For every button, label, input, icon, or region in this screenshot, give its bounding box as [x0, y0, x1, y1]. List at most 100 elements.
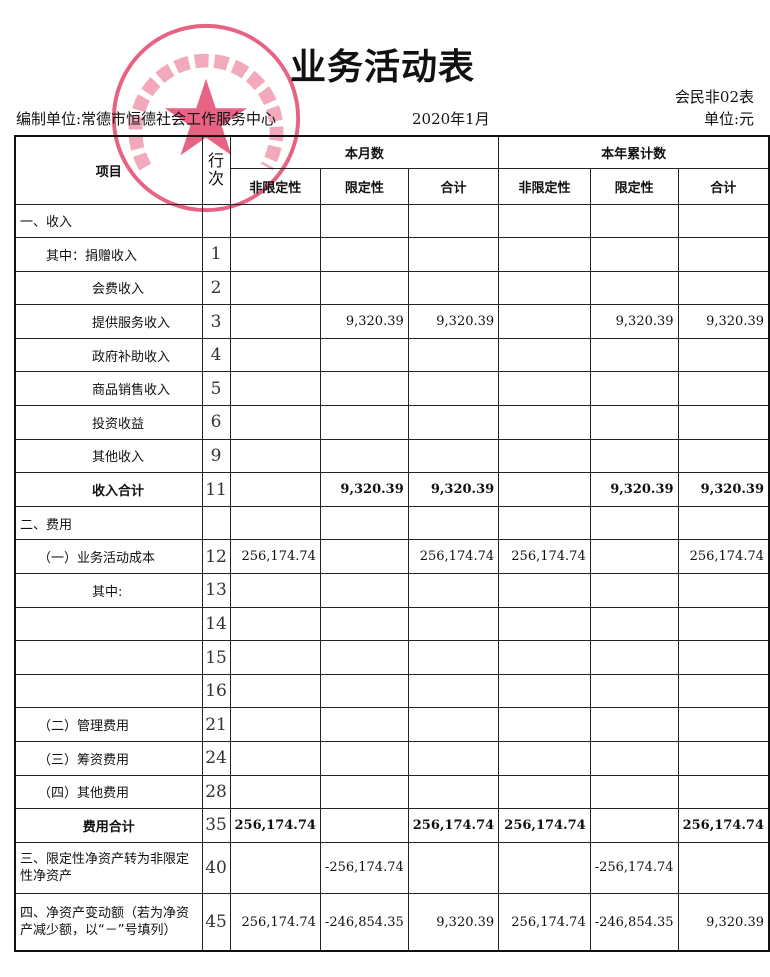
value-cell [498, 505, 591, 541]
value-cell [677, 774, 770, 810]
value-cell [589, 573, 679, 608]
value-cell [498, 203, 591, 239]
value-cell [229, 673, 321, 709]
value-cell [589, 606, 679, 642]
table-row: （一）业务活动成本 12 256,174.74 256,174.74 256,174.7… [14, 539, 770, 575]
value-cell: 9,320.39 [677, 304, 770, 339]
table-row: 15 [14, 640, 770, 675]
value-cell [229, 304, 321, 339]
value-cell [677, 237, 770, 272]
row-line-number: 11 [201, 472, 231, 507]
value-cell [589, 203, 679, 239]
row-line-number: 2 [201, 270, 231, 306]
report-period: 2020年1月 [412, 110, 490, 128]
row-line-number [201, 505, 231, 541]
value-cell [677, 337, 770, 373]
value-cell [229, 371, 321, 407]
value-cell [589, 707, 679, 742]
value-cell: 9,320.39 [319, 304, 409, 339]
value-cell [229, 505, 321, 541]
value-cell [677, 606, 770, 642]
value-cell [677, 203, 770, 239]
value-cell [498, 741, 591, 776]
value-cell [407, 438, 500, 474]
value-cell [677, 405, 770, 440]
value-cell [589, 270, 679, 306]
value-cell [589, 673, 679, 709]
row-label: （四）其他费用 [14, 774, 203, 810]
row-label: （一）业务活动成本 [14, 539, 203, 575]
value-cell [677, 505, 770, 541]
value-cell [319, 573, 409, 608]
page-title: 业务活动表 [290, 47, 476, 88]
value-cell [319, 539, 409, 575]
value-cell [229, 707, 321, 742]
value-cell: 256,174.74 [498, 892, 591, 952]
row-line-number: 45 [201, 892, 231, 952]
header-year-restricted: 限定性 [589, 167, 679, 205]
table-row: 16 [14, 673, 770, 709]
row-label: 其中: [14, 573, 203, 608]
value-cell [677, 371, 770, 407]
value-cell [498, 774, 591, 810]
value-cell [589, 741, 679, 776]
value-cell: 256,174.74 [677, 808, 770, 843]
row-label: 四、净资产变动额（若为净资产减少额，以“－”号填列） [14, 892, 203, 952]
header-month-total: 合计 [407, 167, 500, 205]
table-row: 14 [14, 606, 770, 642]
value-cell [498, 606, 591, 642]
header-year-total: 合计 [677, 167, 770, 205]
row-line-number: 13 [201, 573, 231, 608]
value-cell [407, 405, 500, 440]
table-row: 四、净资产变动额（若为净资产减少额，以“－”号填列） 45 256,174.74 -2… [14, 892, 770, 952]
row-label [14, 640, 203, 675]
row-line-number: 15 [201, 640, 231, 675]
row-line-number: 3 [201, 304, 231, 339]
form-code: 会民非02表 [674, 88, 754, 106]
row-label: 投资收益 [14, 405, 203, 440]
value-cell [229, 606, 321, 642]
value-cell [319, 774, 409, 810]
row-label [14, 606, 203, 642]
row-label: 一、收入 [14, 203, 203, 239]
value-cell [589, 237, 679, 272]
value-cell: 9,320.39 [589, 472, 679, 507]
table-row: （四）其他费用 28 [14, 774, 770, 810]
value-cell: 9,320.39 [407, 304, 500, 339]
value-cell: 256,174.74 [407, 539, 500, 575]
header-year-unrestricted: 非限定性 [498, 167, 591, 205]
row-line-number: 1 [201, 237, 231, 272]
value-cell: -246,854.35 [589, 892, 679, 952]
table-row: 其中: 13 [14, 573, 770, 608]
row-label: 政府补助收入 [14, 337, 203, 373]
row-line-number: 21 [201, 707, 231, 742]
value-cell [319, 741, 409, 776]
value-cell: -256,174.74 [589, 841, 679, 894]
value-cell [319, 237, 409, 272]
value-cell [229, 774, 321, 810]
value-cell [589, 438, 679, 474]
value-cell: 9,320.39 [407, 472, 500, 507]
value-cell: 256,174.74 [229, 892, 321, 952]
value-cell [229, 438, 321, 474]
value-cell [229, 841, 321, 894]
value-cell: 9,320.39 [677, 472, 770, 507]
value-cell [498, 673, 591, 709]
row-line-number: 12 [201, 539, 231, 575]
value-cell [407, 606, 500, 642]
value-cell [319, 505, 409, 541]
row-label: 提供服务收入 [14, 304, 203, 339]
value-cell [498, 337, 591, 373]
row-line-number: 28 [201, 774, 231, 810]
value-cell [498, 472, 591, 507]
value-cell [498, 707, 591, 742]
table-row: 收入合计 11 9,320.39 9,320.39 9,320.39 9,320.39 [14, 472, 770, 507]
value-cell: 256,174.74 [229, 539, 321, 575]
table-row: 三、限定性净资产转为非限定性净资产 40 -256,174.74 -256,174.7… [14, 841, 770, 894]
row-label: 商品销售收入 [14, 371, 203, 407]
value-cell [319, 270, 409, 306]
row-label: 会费收入 [14, 270, 203, 306]
row-label: 三、限定性净资产转为非限定性净资产 [14, 841, 203, 894]
table-row: 二、费用 [14, 505, 770, 541]
value-cell: 9,320.39 [407, 892, 500, 952]
